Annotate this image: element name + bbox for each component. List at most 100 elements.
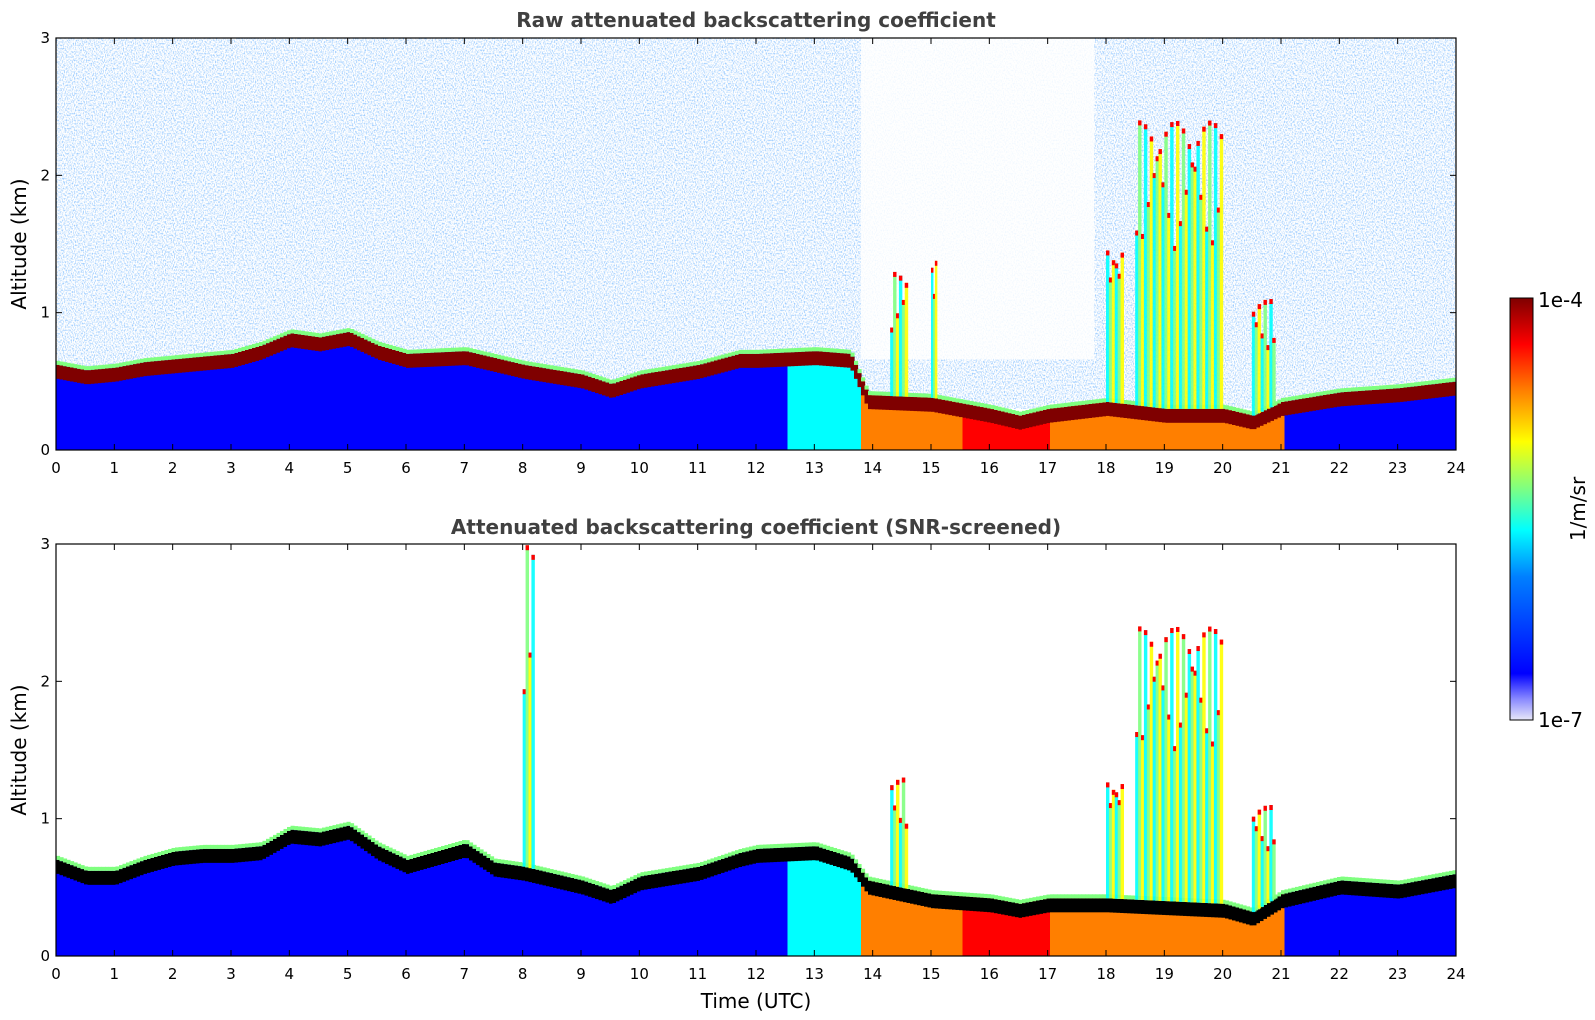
layer-top-band [1169, 901, 1174, 916]
layer-top-band [266, 842, 271, 857]
layer-top-band [1155, 407, 1160, 422]
layer-edge [206, 352, 211, 357]
layer-top-band [640, 876, 645, 891]
layer-top-band [1099, 898, 1104, 913]
layer-top-band [402, 352, 407, 367]
layer-top-band [1221, 408, 1226, 423]
x-tick-label: 1 [110, 459, 120, 477]
layer-top-band [108, 870, 113, 885]
layer-edge [941, 395, 946, 400]
layer-edge [206, 844, 211, 849]
layer-edge [630, 876, 635, 881]
layer-column [458, 351, 463, 450]
layer-edge [630, 373, 635, 378]
layer-top-band [577, 373, 582, 388]
cloud-top [1251, 816, 1256, 822]
layer-top-band [969, 405, 974, 420]
layer-column [784, 847, 789, 956]
layer-top-band [826, 352, 831, 367]
layer-column [248, 348, 253, 450]
layer-edge [574, 874, 579, 879]
layer-top-band [504, 864, 509, 879]
layer-column [906, 888, 911, 956]
layer-edge [1309, 393, 1314, 398]
layer-top-band [1354, 391, 1359, 406]
layer-edge [378, 341, 383, 346]
layer-column [966, 896, 971, 956]
layer-column [626, 882, 631, 956]
layer-column [119, 869, 124, 956]
layer-top-band [119, 366, 124, 381]
layer-top-band [472, 848, 477, 863]
layer-top-band [1358, 881, 1363, 896]
cloud-top [1158, 653, 1162, 659]
layer-column [1442, 876, 1447, 956]
layer-top-band [665, 872, 670, 887]
layer-column [367, 341, 372, 450]
cloud-column [1164, 637, 1168, 902]
layer-top-band [668, 871, 673, 886]
layer-column [1081, 404, 1086, 450]
layer-edge [728, 352, 733, 357]
layer-column [1036, 900, 1041, 956]
layer-column [427, 853, 432, 956]
layer-column [619, 381, 624, 450]
layer-column [791, 352, 796, 450]
layer-edge [868, 391, 873, 396]
layer-top-band [311, 336, 316, 351]
layer-column [847, 856, 852, 956]
layer-edge [962, 892, 967, 897]
layer-edge [154, 852, 159, 857]
layer-column [301, 830, 306, 956]
layer-edge [1225, 405, 1230, 410]
x-tick-label: 3 [226, 965, 236, 983]
layer-column [528, 365, 533, 450]
cloud-top [1146, 704, 1151, 710]
layer-column [126, 365, 131, 450]
layer-top-band [1351, 881, 1356, 896]
layer-edge [1312, 882, 1317, 887]
layer-column [619, 885, 624, 956]
layer-edge [73, 862, 78, 867]
layer-top-band [1337, 881, 1342, 896]
layer-column [1127, 404, 1132, 450]
layer-top-band [927, 893, 932, 908]
layer-edge [479, 350, 484, 355]
layer-column [1365, 882, 1370, 956]
layer-column [882, 395, 887, 450]
layer-column [1085, 404, 1090, 450]
cloud-column [1170, 122, 1174, 409]
layer-top-band [742, 852, 747, 867]
layer-column [59, 365, 64, 450]
layer-top-band [525, 867, 530, 882]
layer-top-band [441, 352, 446, 367]
layer-column [546, 872, 551, 956]
layer-edge [819, 843, 824, 848]
layer-top-band [255, 346, 260, 361]
layer-top-band [1092, 403, 1097, 418]
layer-column [1417, 385, 1422, 450]
layer-column [210, 355, 215, 450]
layer-column [808, 846, 813, 956]
layer-column [1386, 389, 1391, 450]
layer-column [987, 408, 992, 450]
layer-edge [213, 844, 218, 849]
cloud-column [1251, 311, 1256, 416]
layer-edge [157, 851, 162, 856]
layer-column [1172, 901, 1177, 956]
layer-column [640, 374, 645, 450]
layer-edge [378, 842, 383, 847]
layer-top-band [224, 354, 229, 369]
layer-edge [966, 400, 971, 405]
cloud-column [1149, 641, 1154, 901]
layer-column [633, 376, 638, 450]
layer-column [1260, 411, 1265, 450]
cloud-column [1211, 240, 1215, 409]
layer-column [1095, 403, 1100, 450]
layer-edge [941, 890, 946, 895]
layer-column [682, 869, 687, 956]
layer-column [805, 846, 810, 956]
layer-column [136, 862, 141, 956]
layer-top-band [399, 351, 404, 366]
layer-edge [1088, 399, 1093, 404]
